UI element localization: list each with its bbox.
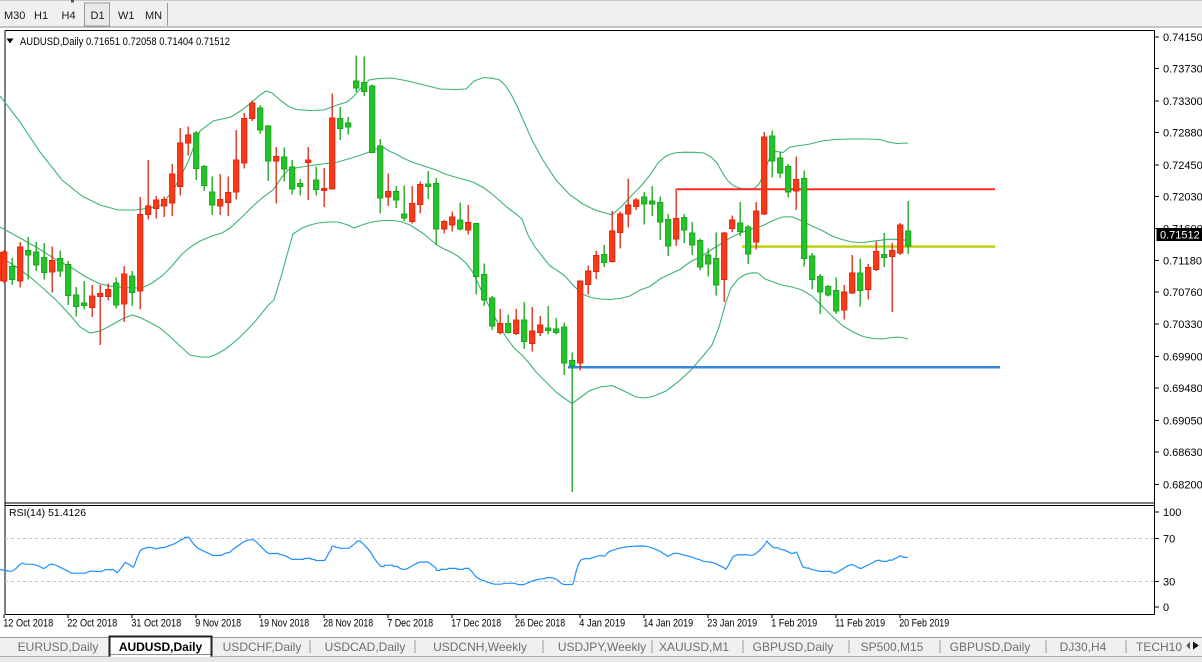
svg-text:SP500,M15: SP500,M15: [861, 640, 924, 654]
svg-text:USDJPY,Weekly: USDJPY,Weekly: [558, 640, 646, 654]
svg-text:0.72030: 0.72030: [1163, 191, 1202, 203]
svg-text:0.70760: 0.70760: [1163, 287, 1202, 299]
svg-text:0.72450: 0.72450: [1163, 160, 1202, 172]
svg-text:0.69900: 0.69900: [1163, 352, 1202, 364]
svg-text:USDCNH,Weekly: USDCNH,Weekly: [433, 640, 527, 654]
svg-text:4 Jan 2019: 4 Jan 2019: [579, 618, 625, 630]
svg-text:14 Jan 2019: 14 Jan 2019: [643, 618, 693, 630]
svg-text:22 Oct 2018: 22 Oct 2018: [67, 618, 117, 630]
svg-text:EURUSD,Daily: EURUSD,Daily: [18, 640, 99, 654]
svg-text:28 Nov 2018: 28 Nov 2018: [323, 618, 373, 630]
svg-text:XAUUSD,M1: XAUUSD,M1: [659, 640, 729, 654]
svg-text:0.68630: 0.68630: [1163, 447, 1202, 459]
svg-text:M30: M30: [4, 10, 25, 22]
svg-text:0.70330: 0.70330: [1163, 319, 1202, 331]
svg-text:GBPUSD,Daily: GBPUSD,Daily: [950, 640, 1031, 654]
svg-text:DJ30,H4: DJ30,H4: [1060, 640, 1107, 654]
svg-text:GBPUSD,Daily: GBPUSD,Daily: [753, 640, 834, 654]
svg-text:0.74150: 0.74150: [1163, 32, 1202, 44]
svg-text:0.68200: 0.68200: [1163, 479, 1202, 491]
svg-text:AUDUSD,Daily 0.71651 0.72058: AUDUSD,Daily 0.71651 0.72058 0.71404 0.7…: [20, 36, 230, 48]
svg-text:D1: D1: [91, 10, 105, 22]
svg-text:70: 70: [1163, 534, 1175, 546]
svg-text:19 Nov 2018: 19 Nov 2018: [259, 618, 309, 630]
svg-text:0.69480: 0.69480: [1163, 383, 1202, 395]
svg-text:23 Jan 2019: 23 Jan 2019: [707, 618, 757, 630]
svg-text:0.73300: 0.73300: [1163, 96, 1202, 108]
svg-text:26 Dec 2018: 26 Dec 2018: [515, 618, 565, 630]
svg-text:12 Oct 2018: 12 Oct 2018: [3, 618, 53, 630]
svg-text:0.71512: 0.71512: [1160, 230, 1200, 242]
svg-text:20 Feb 2019: 20 Feb 2019: [899, 618, 949, 630]
svg-text:7 Dec 2018: 7 Dec 2018: [387, 618, 433, 630]
svg-text:100: 100: [1163, 507, 1181, 519]
svg-text:USDCAD,Daily: USDCAD,Daily: [325, 640, 406, 654]
svg-text:0.72880: 0.72880: [1163, 127, 1202, 139]
svg-text:17 Dec 2018: 17 Dec 2018: [451, 618, 501, 630]
svg-text:USDCHF,Daily: USDCHF,Daily: [223, 640, 302, 654]
svg-text:31 Oct 2018: 31 Oct 2018: [131, 618, 181, 630]
svg-text:0.73730: 0.73730: [1163, 64, 1202, 76]
svg-text:H1: H1: [34, 10, 48, 22]
svg-text:1 Feb 2019: 1 Feb 2019: [771, 618, 817, 630]
svg-text:0.71180: 0.71180: [1163, 255, 1202, 267]
svg-text:AUDUSD,Daily: AUDUSD,Daily: [119, 640, 203, 654]
svg-text:0: 0: [1163, 602, 1169, 614]
svg-text:TECH10: TECH10: [1136, 640, 1182, 654]
svg-text:11 Feb 2019: 11 Feb 2019: [835, 618, 885, 630]
svg-text:H4: H4: [62, 10, 76, 22]
svg-text:RSI(14) 51.4126: RSI(14) 51.4126: [9, 507, 86, 519]
svg-text:9 Nov 2018: 9 Nov 2018: [195, 618, 241, 630]
svg-text:30: 30: [1163, 577, 1175, 589]
svg-text:MN: MN: [145, 10, 162, 22]
svg-text:W1: W1: [118, 10, 135, 22]
svg-text:0.69050: 0.69050: [1163, 416, 1202, 428]
